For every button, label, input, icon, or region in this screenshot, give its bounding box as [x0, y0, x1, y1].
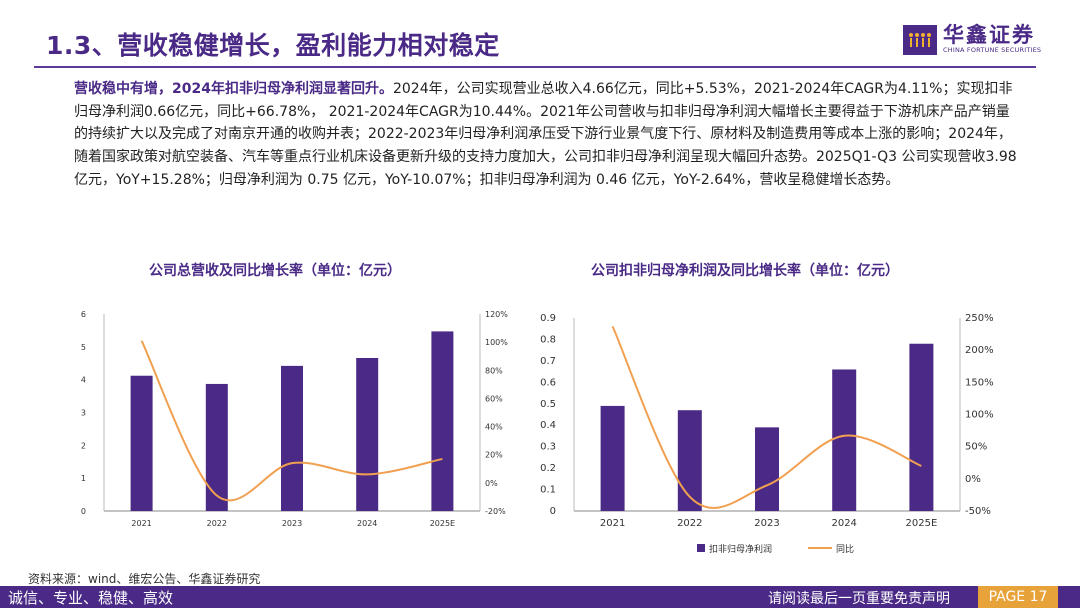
- net-profit-chart-left-tick-label: 0: [550, 506, 556, 517]
- revenue-chart-left-tick-label: 2: [81, 441, 86, 450]
- revenue-chart: 0 1 2 3 4 5 6 -20% 0% 20% 40% 60% 80% 100% 120% 2021 202…: [81, 310, 508, 528]
- footer-bar: 诚信、专业、稳健、高效 请阅读最后一页重要免责声明 PAGE 17: [0, 586, 1080, 608]
- logo-figures-icon: [909, 32, 931, 47]
- logo-icon: [903, 24, 937, 55]
- revenue-chart-bar: [356, 357, 379, 511]
- net-profit-chart-left-tick-label: 0.7: [540, 356, 556, 367]
- revenue-chart-right-tick-label: -20%: [485, 507, 506, 516]
- legend-line-label: 同比: [836, 543, 854, 555]
- paragraph-highlight: 营收稳中有增，2024年扣非归母净利润显著回升。: [74, 81, 393, 97]
- net-profit-chart-right-tick-label: -50%: [965, 506, 991, 517]
- legend-bar-swatch: [697, 544, 705, 552]
- net-profit-chart-right-tick-label: 200%: [965, 345, 994, 356]
- source-note: 资料来源：wind、维宏公告、华鑫证券研究: [28, 572, 261, 586]
- net-profit-chart-left-tick-label: 0.3: [540, 442, 556, 453]
- net-profit-chart-bar: [909, 343, 934, 511]
- revenue-chart-left-tick-label: 1: [81, 474, 86, 483]
- body-paragraph: 营收稳中有增，2024年扣非归母净利润显著回升。2024年，公司实现营业总收入4…: [74, 78, 1018, 192]
- title-divider: [34, 66, 1036, 68]
- revenue-chart-right-tick-label: 100%: [485, 338, 508, 347]
- revenue-chart-right-tick-label: 60%: [485, 394, 503, 403]
- net-profit-chart-right-tick-label: 150%: [965, 377, 994, 388]
- revenue-chart-right-tick-label: 120%: [485, 310, 508, 319]
- page-number: PAGE 17: [978, 586, 1058, 608]
- revenue-chart-left-tick-label: 5: [81, 343, 86, 352]
- legend-bar-label: 扣非归母净利润: [709, 543, 772, 555]
- revenue-chart-right-tick-label: 0%: [485, 479, 498, 488]
- revenue-chart-bar: [281, 365, 303, 511]
- revenue-chart-bar: [130, 375, 153, 511]
- footer-slogan: 诚信、专业、稳健、高效: [8, 589, 174, 607]
- net-profit-chart-category-label: 2022: [677, 518, 702, 529]
- revenue-chart-right-tick-label: 80%: [485, 366, 503, 375]
- revenue-chart-left-tick-label: 4: [81, 376, 86, 385]
- page-title: 1.3、营收稳健增长，盈利能力相对稳定: [46, 31, 500, 60]
- chart-2-title: 公司扣非归母净利润及同比增长率（单位：亿元）: [591, 263, 899, 279]
- net-profit-chart-bar: [755, 427, 779, 511]
- revenue-chart-bar: [205, 383, 228, 511]
- revenue-chart-category-label: 2024: [357, 519, 377, 528]
- revenue-chart-category-label: 2023: [282, 519, 302, 528]
- net-profit-chart-left-tick-label: 0.4: [540, 420, 556, 431]
- net-profit-chart-bar: [832, 369, 857, 511]
- logo-english-name: CHINA FORTUNE SECURITIES: [943, 46, 1042, 54]
- revenue-chart-left-tick-label: 3: [81, 409, 86, 418]
- net-profit-chart-category-label: 2024: [831, 518, 856, 529]
- net-profit-chart-left-tick-label: 0.2: [540, 463, 556, 474]
- net-profit-chart-right-tick-label: 250%: [965, 313, 994, 324]
- net-profit-chart-left-tick-label: 0.6: [540, 377, 556, 388]
- net-profit-chart-left-tick-label: 0.1: [540, 485, 556, 496]
- net-profit-chart-bar: [600, 405, 625, 511]
- net-profit-chart-left-tick-label: 0.9: [540, 313, 556, 324]
- net-profit-chart-category-label: 2025E: [906, 518, 938, 529]
- revenue-chart-left-tick-label: 0: [81, 507, 86, 516]
- net-profit-chart-yoy-line: [611, 325, 922, 509]
- paragraph-text: 2024年，公司实现营业总收入4.66亿元，同比+5.53%，2021-2024…: [74, 81, 1017, 188]
- net-profit-chart-left-tick-label: 0.8: [540, 334, 556, 345]
- net-profit-chart-right-tick-label: 50%: [965, 442, 987, 453]
- brand-logo: 华鑫证券 CHINA FORTUNE SECURITIES: [903, 24, 1041, 55]
- net-profit-chart-bar: [677, 410, 702, 511]
- net-profit-chart-category-label: 2021: [600, 518, 625, 529]
- net-profit-chart-right-tick-label: 100%: [965, 410, 994, 421]
- revenue-chart-category-label: 2021: [131, 519, 151, 528]
- revenue-chart-yoy-line: [140, 340, 443, 502]
- net-profit-chart-category-label: 2023: [754, 518, 779, 529]
- chart-1-title: 公司总营收及同比增长率（单位：亿元）: [149, 263, 401, 279]
- footer-disclaimer: 请阅读最后一页重要免责声明: [768, 591, 950, 607]
- revenue-chart-left-tick-label: 6: [81, 310, 86, 319]
- net-profit-chart: 0 0.1 0.2 0.3 0.4 0.5 0.6 0.7 0.8 0.9 -50% 0% 50% 100…: [540, 313, 994, 555]
- net-profit-chart-left-tick-label: 0.5: [540, 399, 556, 410]
- revenue-chart-right-tick-label: 40%: [485, 423, 503, 432]
- net-profit-chart-right-tick-label: 0%: [965, 474, 981, 485]
- revenue-chart-category-label: 2025E: [430, 519, 455, 528]
- logo-name: 华鑫证券: [943, 23, 1035, 47]
- revenue-chart-bar: [431, 331, 454, 511]
- revenue-chart-category-label: 2022: [207, 519, 227, 528]
- revenue-chart-right-tick-label: 20%: [485, 451, 503, 460]
